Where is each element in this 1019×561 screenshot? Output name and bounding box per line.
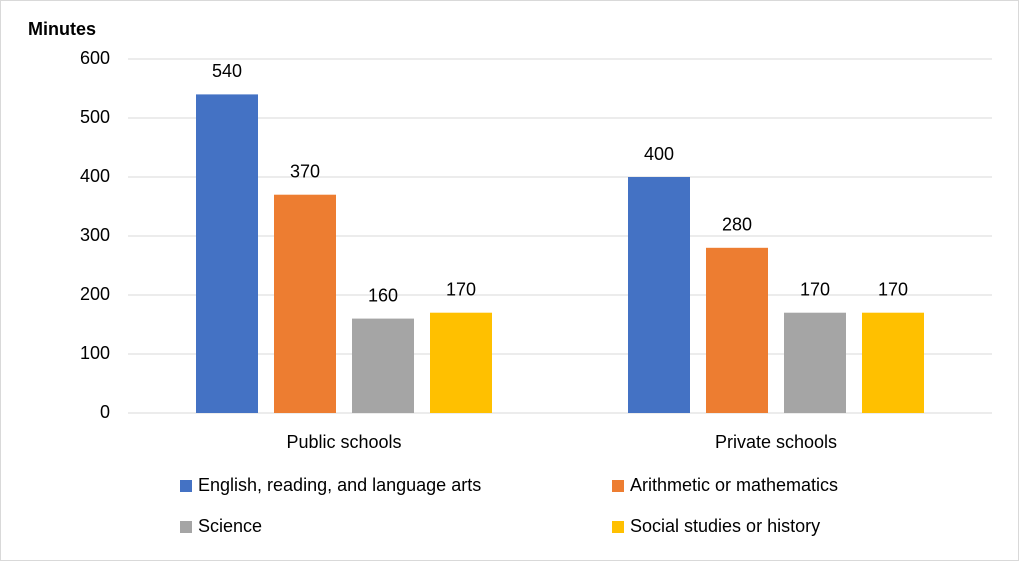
data-label: 280 bbox=[722, 215, 752, 235]
data-label: 170 bbox=[800, 279, 830, 299]
legend-swatch bbox=[612, 480, 624, 492]
legend-label: Science bbox=[198, 516, 262, 536]
data-label: 540 bbox=[212, 61, 242, 81]
bar bbox=[430, 312, 492, 413]
y-axis-label: Minutes bbox=[28, 19, 96, 39]
bar bbox=[352, 318, 414, 413]
legend-label: Social studies or history bbox=[630, 516, 820, 536]
y-tick-label: 400 bbox=[80, 166, 110, 186]
bar bbox=[862, 312, 924, 413]
bar bbox=[196, 94, 258, 414]
x-tick-label: Public schools bbox=[286, 432, 401, 452]
legend-swatch bbox=[180, 480, 192, 492]
legend-swatch bbox=[612, 521, 624, 533]
data-label: 170 bbox=[878, 279, 908, 299]
y-tick-label: 500 bbox=[80, 107, 110, 127]
legend-swatch bbox=[180, 521, 192, 533]
y-tick-label: 600 bbox=[80, 48, 110, 68]
bar bbox=[274, 194, 336, 413]
legend-label: English, reading, and language arts bbox=[198, 475, 481, 495]
data-label: 370 bbox=[290, 161, 320, 181]
bar bbox=[628, 177, 690, 413]
data-label: 400 bbox=[644, 144, 674, 164]
data-label: 160 bbox=[368, 285, 398, 305]
bar bbox=[706, 247, 768, 413]
y-tick-label: 200 bbox=[80, 284, 110, 304]
legend-label: Arithmetic or mathematics bbox=[630, 475, 838, 495]
data-label: 170 bbox=[446, 279, 476, 299]
y-tick-label: 100 bbox=[80, 343, 110, 363]
x-tick-label: Private schools bbox=[715, 432, 837, 452]
y-tick-label: 300 bbox=[80, 225, 110, 245]
bar bbox=[784, 312, 846, 413]
y-tick-label: 0 bbox=[100, 402, 110, 422]
